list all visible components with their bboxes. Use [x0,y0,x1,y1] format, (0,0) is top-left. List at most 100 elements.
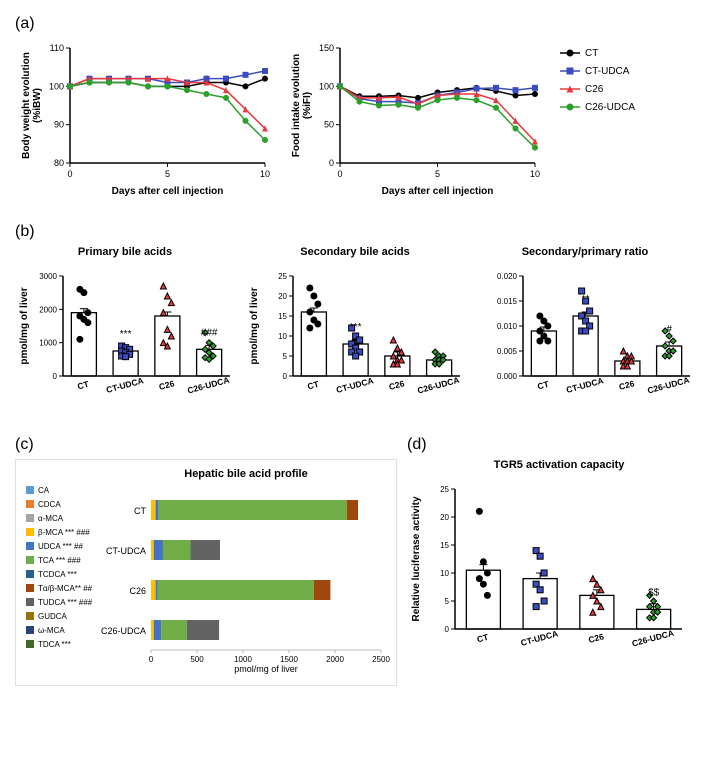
svg-text:10: 10 [440,569,449,578]
svg-text:C26: C26 [585,84,604,95]
svg-text:3000: 3000 [39,272,57,281]
svg-text:pmol/mg of liver: pmol/mg of liver [19,287,30,364]
svg-text:0: 0 [445,625,450,634]
svg-text:β-MCA *** ###: β-MCA *** ### [38,528,90,537]
chart-c: Hepatic bile acid profile CA CDCA α-MCA β-MC… [15,459,397,686]
svg-text:150: 150 [319,43,334,53]
svg-text:0: 0 [67,169,72,179]
svg-text:5: 5 [445,597,450,606]
svg-text:0: 0 [283,372,288,381]
title-b1: Primary bile acids [15,246,235,258]
svg-text:2500: 2500 [372,655,390,664]
svg-text:90: 90 [54,120,64,130]
svg-text:10: 10 [260,169,270,179]
svg-text:ω-MCA: ω-MCA [38,626,65,635]
svg-text:CT-UDCA: CT-UDCA [106,546,146,556]
title-b2: Secondary bile acids [245,246,465,258]
chart-a1: 80901001100510Body weight evolution(%iBW… [15,38,275,203]
svg-text:pmol/mg of liver: pmol/mg of liver [249,287,260,364]
svg-text:15: 15 [440,541,449,550]
svg-text:C26-UDCA: C26-UDCA [416,375,460,396]
svg-text:C26: C26 [587,631,605,645]
svg-text:100: 100 [319,81,334,91]
row-a: 80901001100510Body weight evolution(%iBW… [15,38,711,203]
svg-text:$$: $$ [648,587,660,598]
svg-text:C26-UDCA: C26-UDCA [646,375,690,396]
svg-text:100: 100 [49,81,64,91]
svg-text:10: 10 [278,332,287,341]
svg-text:25: 25 [278,272,287,281]
row-b: Primary bile acids 0 1000 2000 3000 pmol/mg … [15,246,711,416]
svg-text:CT-UDCA: CT-UDCA [520,628,560,648]
svg-text:Relative luciferase activity: Relative luciferase activity [411,496,422,622]
svg-text:Hepatic bile acid profile: Hepatic bile acid profile [184,468,307,480]
svg-text:**: ** [582,294,590,305]
svg-text:5: 5 [165,169,170,179]
svg-text:5: 5 [283,352,288,361]
svg-text:1000: 1000 [234,655,252,664]
legend-a: CT CT-UDCA C26 C26-UDCA [555,38,685,203]
svg-text:20: 20 [278,292,287,301]
svg-text:GUDCA: GUDCA [38,612,68,621]
svg-text:CT-UDCA: CT-UDCA [585,66,630,77]
svg-text:0: 0 [53,372,58,381]
svg-text:0.005: 0.005 [497,347,518,356]
svg-text:20: 20 [440,513,449,522]
panel-label-d: (d) [407,436,711,454]
svg-text:C26: C26 [618,378,636,392]
svg-text:TCDCA ***: TCDCA *** [38,570,77,579]
chart-b1: Primary bile acids 0 1000 2000 3000 pmol/mg … [15,246,235,416]
svg-text:0.020: 0.020 [497,272,518,281]
svg-text:###: ### [201,327,218,338]
svg-text:2000: 2000 [39,305,57,314]
svg-text:TCA *** ###: TCA *** ### [38,556,81,565]
chart-b3: Secondary/primary ratio 0.0000.0050.0100… [475,246,695,416]
svg-text:Food intake evolution: Food intake evolution [291,54,302,157]
svg-text:CT: CT [134,506,146,516]
svg-text:CT-UDCA: CT-UDCA [565,375,605,395]
svg-text:Days after cell injection: Days after cell injection [382,186,494,197]
svg-text:110: 110 [50,43,64,53]
svg-text:15: 15 [278,312,287,321]
svg-text:0.010: 0.010 [497,322,518,331]
panel-label-b: (b) [15,223,711,241]
svg-text:CT: CT [536,379,550,392]
svg-text:CDCA: CDCA [38,500,61,509]
svg-text:TDCA ***: TDCA *** [38,640,71,649]
svg-text:1500: 1500 [280,655,298,664]
row-cd: (c) Hepatic bile acid profile CA CDCA α-MCA… [15,436,711,686]
svg-text:***: *** [120,329,132,340]
svg-text:Days after cell injection: Days after cell injection [112,186,224,197]
svg-text:0: 0 [149,655,154,664]
svg-text:Tα/β-MCA** ##: Tα/β-MCA** ## [38,584,93,593]
svg-text:CT: CT [306,379,320,392]
svg-text:CT-UDCA: CT-UDCA [105,375,145,395]
svg-text:(%iFI): (%iFI) [302,92,313,119]
svg-text:α-MCA: α-MCA [38,514,64,523]
svg-text:CA: CA [38,486,50,495]
chart-d: TGR5 activation capacity 0510152025Relat… [407,459,711,669]
svg-text:pmol/mg of liver: pmol/mg of liver [234,664,298,674]
svg-text:Body weight evolution: Body weight evolution [21,52,32,159]
panel-label-c: (c) [15,436,397,454]
svg-text:C26-UDCA: C26-UDCA [101,626,146,636]
chart-b2: Secondary bile acids 0 5 10 15 20 25 pmol/mg o… [245,246,465,416]
svg-text:C26: C26 [158,378,176,392]
svg-text:TUDCA *** ###: TUDCA *** ### [38,598,93,607]
svg-text:UDCA *** ##: UDCA *** ## [38,542,83,551]
chart-a2: 0501001500510Food intake evolution(%iFI)… [285,38,545,203]
svg-text:CT: CT [585,48,598,59]
svg-text:500: 500 [190,655,204,664]
svg-text:0.015: 0.015 [497,297,518,306]
svg-text:C26-UDCA: C26-UDCA [585,102,635,113]
svg-text:1000: 1000 [39,339,57,348]
svg-text:***: *** [350,322,362,333]
svg-text:#: # [666,324,672,335]
svg-text:CT: CT [76,379,90,392]
svg-text:2000: 2000 [326,655,344,664]
svg-text:C26: C26 [129,586,146,596]
svg-text:0.000: 0.000 [497,372,518,381]
svg-text:CT-UDCA: CT-UDCA [335,375,375,395]
svg-text:C26: C26 [388,378,406,392]
svg-text:0: 0 [337,169,342,179]
